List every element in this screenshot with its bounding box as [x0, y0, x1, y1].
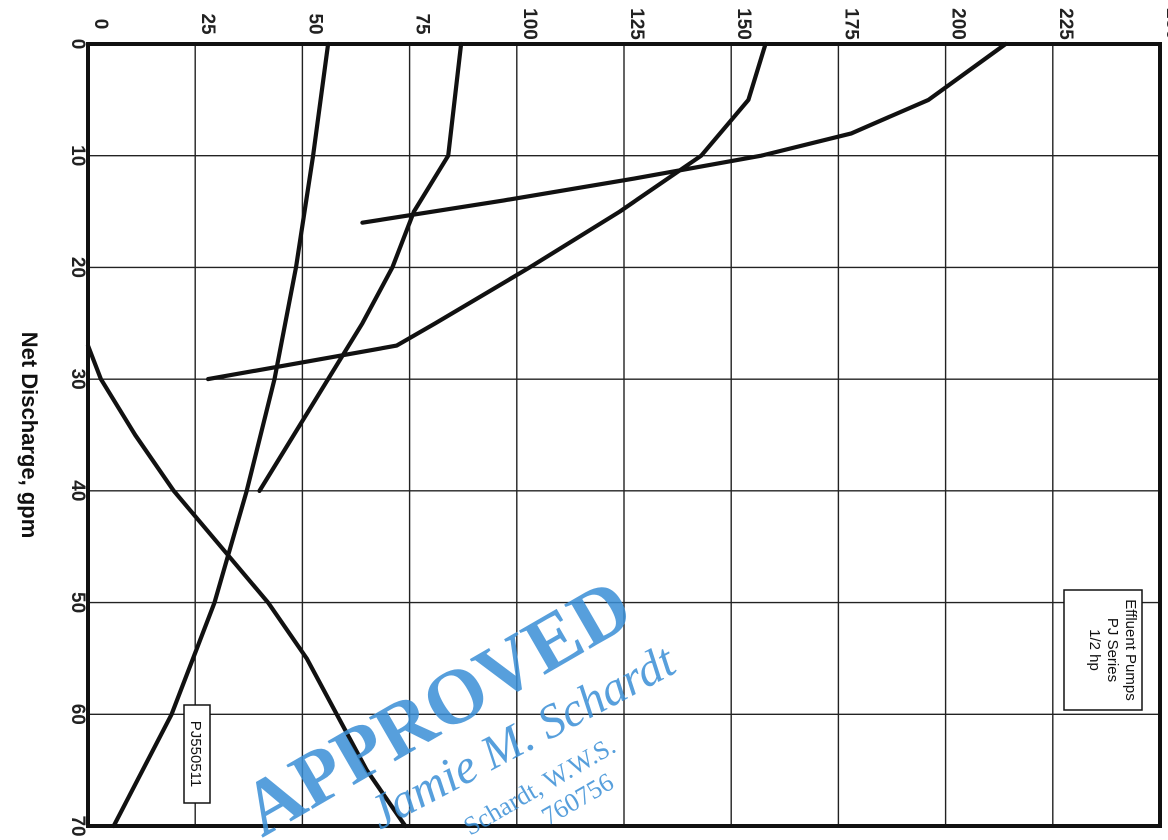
- tick-label-gpm-70: 70: [67, 815, 88, 836]
- x-axis-title: Net Discharge, gpm: [17, 332, 42, 539]
- tick-label-head-50: 50: [304, 13, 325, 34]
- tick-label-head-25: 25: [197, 13, 218, 35]
- tick-label-head-100: 100: [519, 8, 540, 40]
- tick-label-head-225: 225: [1055, 8, 1076, 40]
- series-line-3: [206, 41, 768, 382]
- legend-line-2: PJ Series: [1104, 618, 1121, 682]
- legend-line-1: Effluent Pumps: [1122, 599, 1139, 700]
- tick-label-gpm-30: 30: [67, 369, 88, 390]
- legend-box: Effluent Pumps PJ Series 1/2 hp: [1063, 589, 1143, 711]
- tick-label-gpm-0: 0: [67, 39, 88, 50]
- series-line-4: [360, 41, 1008, 225]
- series-line-2: [257, 41, 464, 493]
- tick-label-gpm-20: 20: [67, 257, 88, 278]
- tick-label-gpm-10: 10: [67, 145, 88, 166]
- tick-label-head-0: 0: [90, 19, 111, 30]
- model-label: PJ550511: [183, 704, 211, 804]
- tick-label-gpm-40: 40: [67, 480, 88, 501]
- model-label-text: PJ550511: [187, 721, 204, 787]
- tick-label-head-75: 75: [412, 13, 433, 35]
- tick-label-head-150: 150: [733, 8, 754, 40]
- plot-frame: [86, 42, 1162, 828]
- tick-label-head-250: 250: [1162, 8, 1168, 40]
- tick-label-gpm-50: 50: [67, 592, 88, 613]
- tick-label-head-200: 200: [948, 8, 969, 40]
- tick-label-head-125: 125: [626, 8, 647, 40]
- tick-label-head-175: 175: [840, 8, 861, 40]
- tick-labels: 0 25 50 75 100 125 150 175 200 225 250 0 10 20 30 40 50 6…: [67, 8, 1168, 836]
- series-line-5: [85, 343, 408, 829]
- series-lines: [85, 41, 1008, 829]
- legend-line-3: 1/2 hp: [1086, 629, 1103, 671]
- series-line-1: [111, 41, 331, 829]
- tick-label-gpm-60: 60: [67, 704, 88, 725]
